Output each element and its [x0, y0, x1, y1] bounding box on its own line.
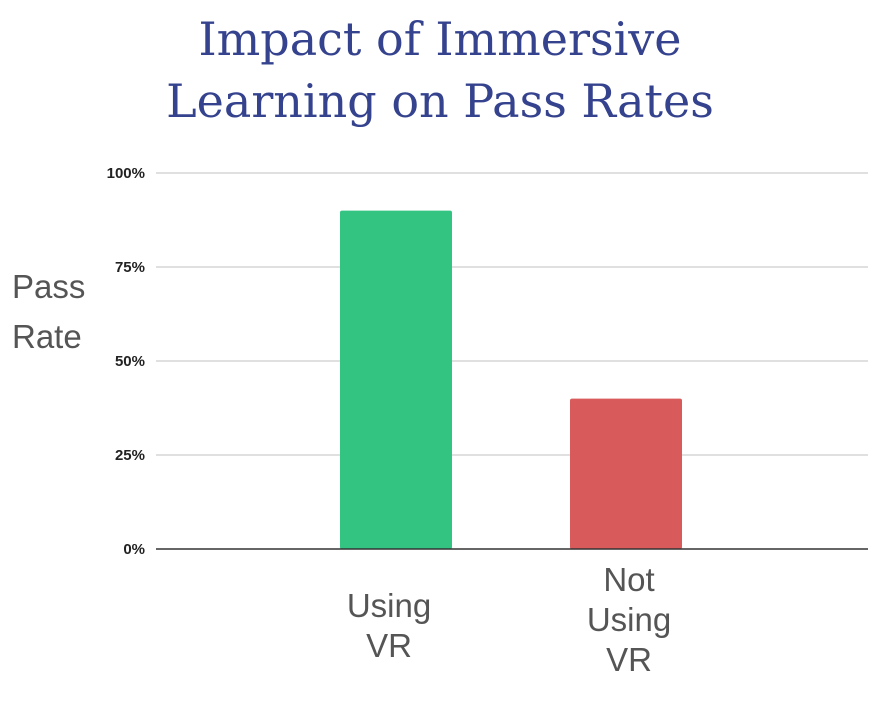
- y-tick-label: 25%: [115, 447, 145, 464]
- bar: [340, 210, 452, 549]
- y-tick-label: 100%: [107, 165, 145, 182]
- x-tick-label: Not: [603, 561, 654, 598]
- chart-title: Impact of Immersive Learning on Pass Rat…: [0, 8, 880, 132]
- x-tick-label: VR: [366, 627, 412, 664]
- chart-title-line-1: Impact of Immersive: [198, 12, 682, 66]
- y-axis-label-line-2: Rate: [12, 318, 82, 355]
- chart-title-line-2: Learning on Pass Rates: [166, 74, 714, 128]
- y-tick-label: 75%: [115, 259, 145, 276]
- y-axis-label-line-1: Pass: [12, 268, 86, 305]
- x-tick-label: VR: [606, 641, 652, 678]
- y-tick-label: 0%: [123, 541, 145, 558]
- bar: [570, 398, 682, 549]
- y-axis-label: Pass Rate: [12, 262, 112, 362]
- x-tick-label: Using: [587, 601, 671, 638]
- x-tick-label: Using: [347, 587, 431, 624]
- y-tick-label: 50%: [115, 353, 145, 370]
